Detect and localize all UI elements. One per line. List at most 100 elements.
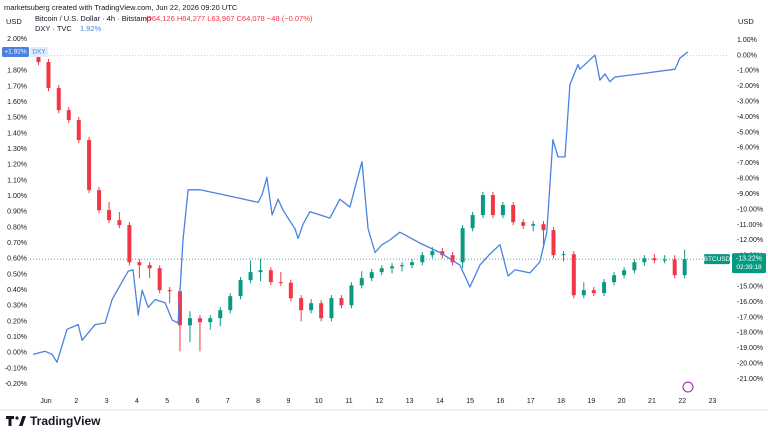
candle-body (56, 88, 61, 111)
y-tick-label: 1.30% (7, 146, 27, 153)
x-tick-label: 17 (527, 398, 535, 405)
legend-dxy-value: 1.92% (80, 24, 102, 33)
candle-body (490, 195, 495, 216)
y2-tick-label: -1.00% (737, 68, 759, 75)
x-tick-label: 4 (135, 398, 139, 405)
candle-body (390, 266, 395, 269)
right-unit: USD (738, 17, 754, 26)
x-tick-label: 22 (678, 398, 686, 405)
candle-body (329, 298, 334, 319)
series-name: DXY (32, 49, 46, 56)
candle-body (258, 270, 263, 273)
candle-body (612, 275, 617, 283)
candle-body (137, 262, 142, 266)
candle-body (511, 205, 516, 223)
y2-tick-label: -7.00% (737, 160, 759, 167)
candle-body (309, 303, 314, 311)
y2-tick-label: -8.00% (737, 176, 759, 183)
candle-body (218, 310, 223, 319)
y-tick-label: 1.10% (7, 177, 27, 184)
candle-body (369, 272, 374, 279)
y-tick-label: 1.60% (7, 99, 27, 106)
y2-tick-label: -20.00% (737, 360, 763, 367)
y2-tick-label: -11.00% (737, 222, 763, 229)
credit: marketsuberg created with TradingView.co… (4, 3, 238, 12)
y2-tick-label: -17.00% (737, 314, 763, 321)
x-tick-label: 11 (345, 398, 352, 405)
candle-body (379, 268, 384, 273)
y-tick-label: 0.10% (7, 334, 27, 341)
series-name-tag (704, 254, 730, 265)
y2-tick-label: -16.00% (737, 299, 763, 306)
candle-body (622, 270, 627, 276)
brand-logo (6, 416, 26, 426)
candle-body (551, 230, 556, 256)
y2-tick-label: -12.00% (737, 237, 763, 244)
x-tick-label: 8 (256, 398, 260, 405)
candle-body (319, 303, 324, 319)
candle-body (157, 268, 162, 291)
y-tick-label: 2.00% (7, 36, 27, 43)
logo-mark (6, 416, 14, 426)
candle-body (420, 255, 425, 263)
candle-body (460, 228, 465, 263)
y-tick-label: -0.10% (5, 365, 27, 372)
candle-body (268, 270, 273, 283)
y2-tick-label: -3.00% (737, 99, 759, 106)
candle-body (278, 282, 283, 284)
x-tick-label: 2 (74, 398, 78, 405)
candle-body (76, 119, 81, 141)
candle-body (591, 290, 596, 294)
candle-body (167, 290, 172, 292)
candle-body (642, 258, 647, 263)
series-name-tag (30, 46, 48, 57)
logo-slash (19, 416, 26, 426)
y-tick-label: 0.00% (7, 350, 27, 357)
y-tick-label: -0.20% (5, 381, 27, 388)
x-tick-label: 23 (709, 398, 717, 405)
y-tick-label: 0.80% (7, 224, 27, 231)
x-tick-label: 14 (436, 398, 444, 405)
candle-body (480, 195, 485, 216)
candle-body (541, 224, 546, 231)
candle-body (430, 251, 435, 256)
candle-body (228, 296, 233, 311)
candle-body (117, 220, 122, 226)
y-tick-label: 0.60% (7, 256, 27, 263)
x-tick-label: 20 (618, 398, 626, 405)
y2-tick-label: -5.00% (737, 129, 759, 136)
y2-tick-label: 1.00% (737, 37, 757, 44)
x-tick-label: 19 (587, 398, 595, 405)
candle-body (107, 210, 112, 221)
y2-tick-label: -18.00% (737, 330, 763, 337)
x-tick-label: 10 (315, 398, 323, 405)
candle-body (531, 224, 536, 226)
x-tick-label: 21 (648, 398, 656, 405)
candle-body (349, 285, 354, 306)
x-tick-label: 6 (196, 398, 200, 405)
y2-tick-label: -19.00% (737, 345, 763, 352)
candle-body (672, 259, 677, 276)
y-tick-label: 1.70% (7, 83, 27, 90)
candle-body (339, 298, 344, 306)
candle-body (662, 259, 667, 261)
candle-body (299, 298, 304, 311)
symbol-title: Bitcoin / U.S. Dollar · 4h · Bitstamp (35, 14, 151, 23)
candle-body (46, 62, 51, 89)
candle-body (632, 262, 637, 271)
legend-dxy: DXY · TVC (35, 24, 72, 33)
y-tick-label: 0.90% (7, 209, 27, 216)
dxy-line (32, 51, 689, 363)
y-tick-label: 1.20% (7, 162, 27, 169)
plot-area (30, 51, 728, 363)
replay-icon (682, 381, 694, 393)
y2-tick-label: 0.00% (737, 52, 757, 59)
x-tick-label: Jun (40, 398, 51, 405)
last-value-label: +1.92% (4, 49, 26, 56)
candle-body (66, 110, 71, 120)
y2-tick-label: -21.00% (737, 376, 763, 383)
candle-body (500, 205, 505, 216)
last-value-tag (2, 46, 29, 57)
x-tick-label: 13 (406, 398, 414, 405)
